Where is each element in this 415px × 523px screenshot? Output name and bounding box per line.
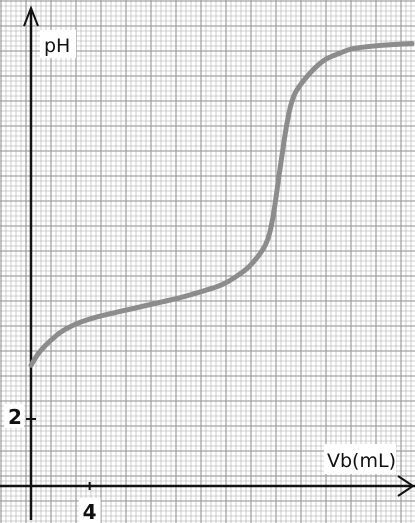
x-tick-label-background (78, 498, 101, 523)
y-tick-label: 2 (8, 405, 22, 429)
x-axis-label: Vb(mL) (327, 450, 396, 472)
titration-curve (28, 41, 415, 368)
tick-labels: 24 (4, 403, 101, 523)
x-axis-arrow (397, 475, 415, 497)
ylabel-background (40, 30, 76, 58)
xlabel-background (324, 444, 396, 474)
y-axis-label: pH (44, 35, 70, 57)
y-axis-arrow (23, 5, 39, 27)
x-tick-label: 4 (83, 500, 97, 523)
y-tick-label-background (4, 403, 24, 428)
